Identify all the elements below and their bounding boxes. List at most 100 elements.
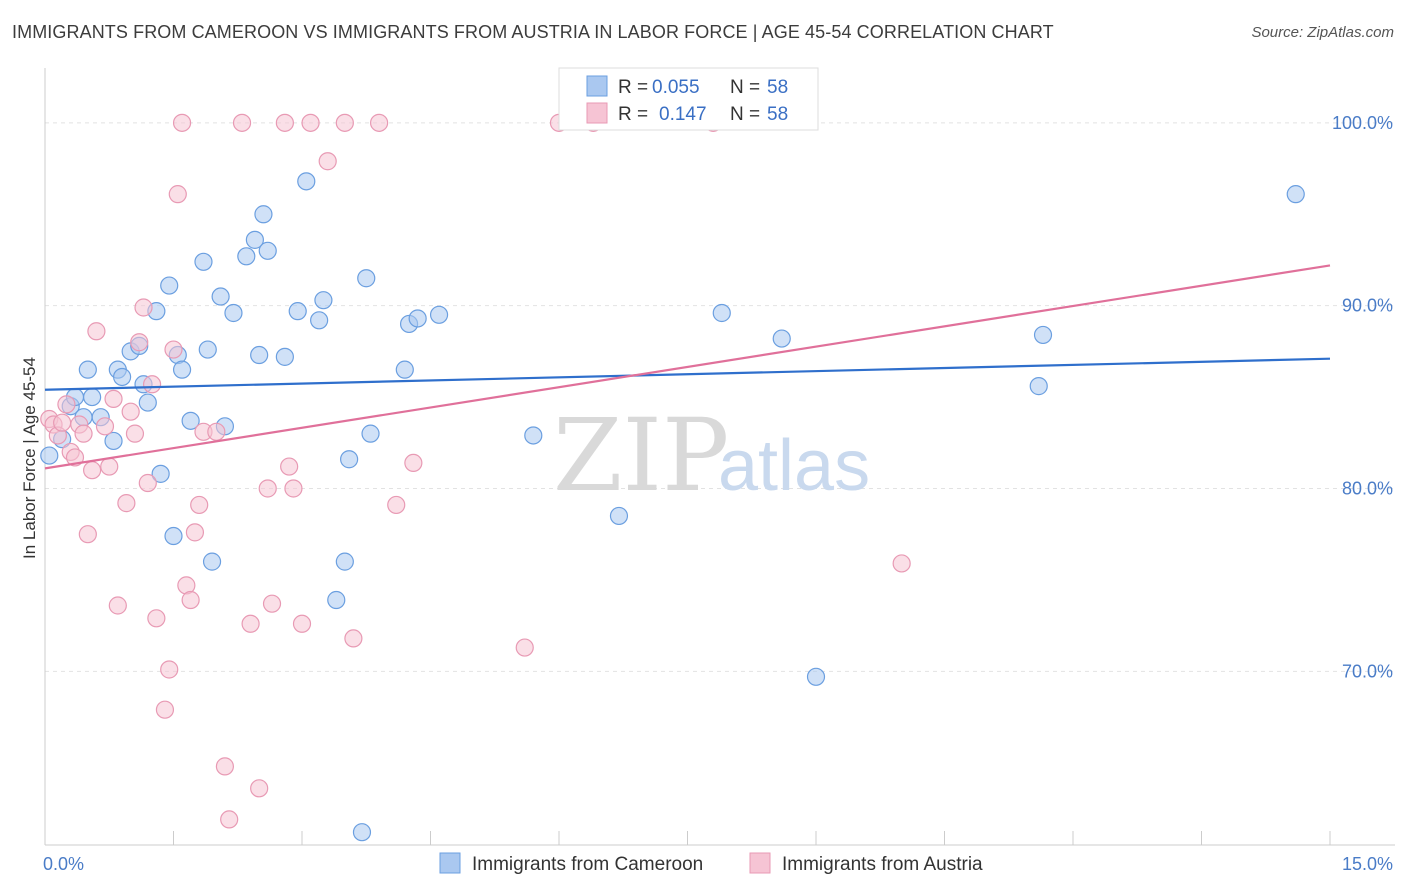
austria-point (292, 614, 312, 633)
austria-point (95, 417, 115, 436)
cameroon-point (357, 269, 376, 288)
series-legend-label-cameroon: Immigrants from Cameroon (472, 854, 703, 875)
cameroon-point (1033, 325, 1053, 345)
cameroon-point (138, 393, 157, 412)
cameroon-point (772, 329, 791, 348)
austria-point (172, 113, 192, 132)
trend-lines (44, 264, 1331, 470)
legend-n-label-1: N = (730, 77, 760, 98)
austria-point (232, 113, 252, 132)
y-tick-labels: 100.0% 90.0% 80.0% 70.0% (1332, 113, 1393, 681)
chart-title: IMMIGRANTS FROM CAMEROON VS IMMIGRANTS F… (12, 22, 1054, 42)
y-tick-label: 80.0% (1342, 478, 1393, 498)
cameroon-point (181, 411, 200, 430)
cameroon-point (202, 552, 222, 571)
legend-r-label-2: R = (618, 104, 648, 125)
austria-point (190, 495, 209, 515)
austria-point (370, 113, 389, 132)
austria-point (142, 375, 162, 394)
cameroon-point (237, 247, 256, 266)
austria-point (100, 457, 119, 476)
austria-point (892, 554, 911, 573)
austria-point (74, 424, 93, 443)
austria-point (108, 596, 127, 615)
austria-point (117, 494, 136, 513)
cameroon-point (340, 450, 359, 469)
austria-point (275, 113, 294, 132)
austria-point (125, 424, 145, 443)
austria-point (185, 523, 205, 542)
austria-point (284, 479, 303, 498)
austria-point (83, 461, 102, 480)
cameroon-point (211, 287, 230, 306)
watermark-zip: ZIP (553, 397, 729, 514)
cameroon-point (395, 360, 414, 379)
cameroon-point (1029, 377, 1048, 396)
austria-point (387, 495, 406, 515)
cameroon-point (429, 305, 449, 324)
y-axis-label: In Labor Force | Age 45-54 (20, 357, 39, 559)
austria-point (134, 298, 153, 317)
cameroon-point (408, 309, 427, 328)
cameroon-point (164, 526, 183, 546)
austria-point (160, 660, 179, 679)
cameroon-point (288, 302, 307, 321)
y-tick-label: 70.0% (1342, 661, 1393, 681)
austria-point (215, 757, 234, 776)
source-credit: Source: ZipAtlas.com (1251, 24, 1394, 41)
austria-point (280, 457, 299, 476)
cameroon-point (224, 303, 243, 323)
cameroon-point (250, 345, 269, 365)
austria-point (241, 614, 260, 633)
austria-point (250, 779, 269, 798)
cameroon-point (104, 431, 123, 451)
austria-point (78, 525, 97, 544)
cameroon-point (78, 360, 97, 379)
austria-point (104, 389, 123, 409)
legend-r-label-1: R = (618, 77, 648, 98)
stats-legend: R = 0.055 N = 58 R = 0.147 N = 58 (558, 67, 819, 131)
y-tick-label: 100.0% (1332, 113, 1393, 133)
cameroon-point (245, 230, 264, 249)
austria-point (57, 395, 76, 414)
watermark-atlas: atlas (718, 426, 870, 506)
data-points (40, 113, 1305, 842)
austria-point (207, 422, 226, 441)
cameroon-point (83, 387, 102, 407)
cameroon-point (258, 241, 277, 260)
cameroon-point (327, 590, 346, 610)
series-legend: Immigrants from Cameroon Immigrants from… (439, 852, 983, 875)
series-legend-swatch-austria (749, 852, 771, 874)
x-tick-labels: 0.0% 15.0% (43, 854, 1393, 874)
cameroon-point (172, 360, 192, 379)
series-legend-label-austria: Immigrants from Austria (782, 854, 983, 875)
cameroon-point (112, 367, 132, 387)
cameroon-point (352, 823, 372, 842)
austria-point (262, 594, 282, 613)
austria-point (301, 113, 320, 132)
cameroon-point (806, 667, 826, 686)
austria-point (404, 453, 423, 472)
austria-point (130, 333, 149, 352)
legend-n-value-2: 58 (767, 104, 788, 125)
cameroon-point (310, 311, 329, 330)
austria-point (87, 322, 106, 341)
cameroon-point (40, 446, 59, 465)
austria-point (220, 810, 239, 829)
austria-point (121, 402, 140, 421)
cameroon-point (194, 252, 213, 271)
austria-point (515, 638, 534, 657)
cameroon-point (297, 172, 316, 191)
austria-point (258, 479, 277, 498)
austria-point (53, 413, 72, 432)
cameroon-point (314, 291, 333, 310)
legend-swatch-cameroon (586, 75, 608, 97)
austria-point (181, 590, 200, 610)
legend-n-label-2: N = (730, 104, 760, 125)
cameroon-point (254, 205, 273, 224)
cameroon-point (198, 340, 217, 359)
austria-point (335, 113, 354, 132)
x-tick-label: 15.0% (1342, 854, 1393, 874)
austria-point (168, 185, 187, 204)
